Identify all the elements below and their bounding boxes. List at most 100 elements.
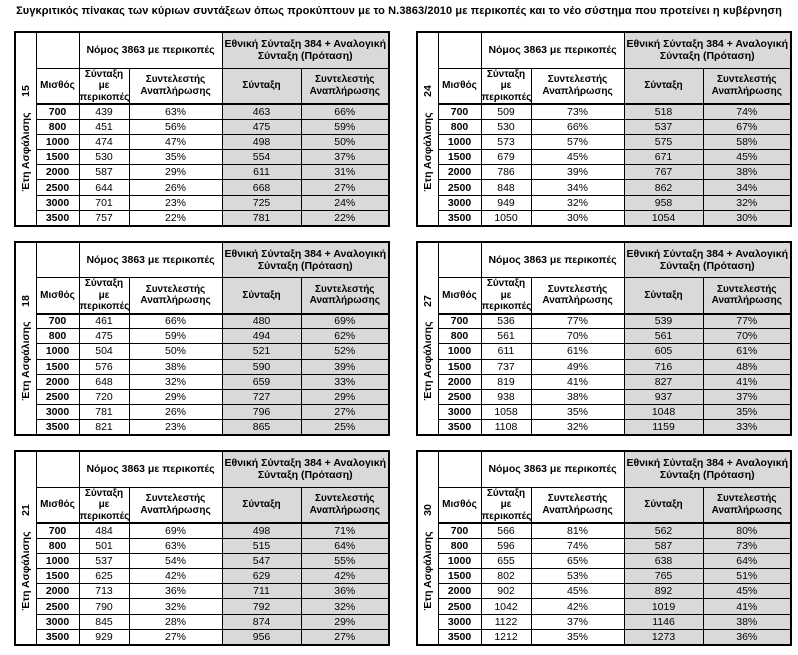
replacement-rate-cell: 50% xyxy=(128,343,223,360)
proposal-replacement-rate-cell: 33% xyxy=(300,373,390,390)
salary-cell: 700 xyxy=(35,522,80,539)
proposal-pension-cell: 518 xyxy=(623,103,704,120)
proposal-replacement-rate-cell: 77% xyxy=(702,312,792,330)
proposal-pension-cell: 494 xyxy=(221,328,302,345)
data-row: 1500 679 45% 671 45% xyxy=(417,149,792,166)
proposal-replacement-rate-cell: 33% xyxy=(702,419,792,436)
proposal-pension-cell: 475 xyxy=(221,118,302,135)
data-row: 700 484 69% 498 71% xyxy=(15,522,390,539)
proposal-replacement-rate-cell: 51% xyxy=(702,568,792,585)
pension-with-cuts-cell: 566 xyxy=(480,522,532,539)
pension-with-cuts-cell: 1122 xyxy=(480,613,532,630)
pension-with-cuts-cell: 475 xyxy=(78,328,130,345)
salary-cell: 1500 xyxy=(437,149,482,166)
column-header-row: Μισθός Σύνταξη με περικοπές Συντελεστής … xyxy=(417,67,792,105)
pension-with-cuts-cell: 530 xyxy=(78,149,130,166)
proposal-pension-cell: 792 xyxy=(221,598,302,615)
proposal-pension-cell: 463 xyxy=(221,103,302,120)
proposal-replacement-rate-cell: 52% xyxy=(300,343,390,360)
replacement-rate-cell: 36% xyxy=(128,583,223,600)
data-row: 3000 949 32% 958 32% xyxy=(417,194,792,211)
pension-with-cuts-cell: 1050 xyxy=(480,209,532,227)
proposal-replacement-rate-column-header: Συντελεστής Αναπλήρωσης xyxy=(702,486,792,524)
salary-cell: 2500 xyxy=(35,598,80,615)
replacement-rate-cell: 54% xyxy=(128,552,223,570)
years-of-insurance-cell: 15 Έτη Ασφάλισης xyxy=(14,31,37,226)
pension-with-cuts-cell: 902 xyxy=(480,583,532,600)
proposal-replacement-rate-cell: 24% xyxy=(300,194,390,211)
empty-corner-cell xyxy=(35,31,80,69)
proposal-replacement-rate-cell: 36% xyxy=(300,583,390,600)
years-of-insurance-label: Έτη Ασφάλισης xyxy=(421,321,434,401)
proposal-replacement-rate-cell: 66% xyxy=(300,103,390,120)
data-row: 3500 1108 32% 1159 33% xyxy=(417,419,792,436)
years-of-insurance-cell: 24 Έτη Ασφάλισης xyxy=(416,31,439,226)
proposal-replacement-rate-column-header: Συντελεστής Αναπλήρωσης xyxy=(300,277,390,315)
years-of-insurance-value: 18 xyxy=(19,294,32,307)
pension-with-cuts-column-header: Σύνταξη με περικοπές xyxy=(78,277,130,315)
pension-with-cuts-cell: 848 xyxy=(480,179,532,196)
proposal-pension-cell: 1019 xyxy=(623,598,704,615)
years-of-insurance-value: 24 xyxy=(421,85,434,97)
salary-cell: 3000 xyxy=(35,404,80,421)
years-of-insurance-value: 15 xyxy=(19,85,32,97)
pension-with-cuts-cell: 501 xyxy=(78,537,130,554)
proposal-replacement-rate-cell: 35% xyxy=(702,404,792,421)
data-row: 3000 701 23% 725 24% xyxy=(15,194,390,211)
salary-cell: 2500 xyxy=(437,179,482,196)
proposal-pension-cell: 605 xyxy=(623,343,704,360)
data-row: 1500 530 35% 554 37% xyxy=(15,149,390,166)
replacement-rate-cell: 61% xyxy=(530,343,625,360)
salary-cell: 1500 xyxy=(35,568,80,585)
pension-with-cuts-cell: 737 xyxy=(480,358,532,375)
proposal-replacement-rate-cell: 41% xyxy=(702,598,792,615)
proposal-replacement-rate-cell: 45% xyxy=(702,149,792,166)
years-of-insurance-cell: 18 Έτη Ασφάλισης xyxy=(14,241,37,436)
proposal-pension-cell: 521 xyxy=(221,343,302,360)
proposal-replacement-rate-cell: 31% xyxy=(300,164,390,181)
salary-cell: 1000 xyxy=(35,343,80,360)
law-3863-group-header: Νόμος 3863 με περικοπές xyxy=(480,241,625,278)
salary-cell: 2000 xyxy=(437,373,482,390)
replacement-rate-cell: 77% xyxy=(530,312,625,330)
salary-cell: 800 xyxy=(437,118,482,135)
proposal-pension-cell: 956 xyxy=(221,628,302,646)
proposal-pension-column-header: Σύνταξη xyxy=(623,67,704,105)
pension-comparison-table: 27 Έτη Ασφάλισης Νόμος 3863 με περικοπές… xyxy=(416,240,793,436)
replacement-rate-cell: 28% xyxy=(128,613,223,630)
law-3863-group-header: Νόμος 3863 με περικοπές xyxy=(78,450,223,488)
replacement-rate-cell: 22% xyxy=(128,209,223,227)
replacement-rate-cell: 30% xyxy=(530,209,625,227)
replacement-rate-cell: 26% xyxy=(128,404,223,421)
law-3863-group-header: Νόμος 3863 με περικοπές xyxy=(78,31,223,69)
proposal-replacement-rate-column-header: Συντελεστής Αναπλήρωσης xyxy=(702,277,792,315)
proposal-pension-cell: 537 xyxy=(623,118,704,135)
proposal-replacement-rate-column-header: Συντελεστής Αναπλήρωσης xyxy=(300,486,390,524)
pension-with-cuts-cell: 439 xyxy=(78,103,130,120)
national-pension-group-header: Εθνική Σύνταξη 384 + Αναλογική Σύνταξη (… xyxy=(623,241,792,278)
proposal-replacement-rate-cell: 38% xyxy=(702,613,792,630)
replacement-rate-cell: 63% xyxy=(128,537,223,554)
proposal-replacement-rate-cell: 80% xyxy=(702,522,792,539)
pension-with-cuts-cell: 757 xyxy=(78,209,130,227)
years-of-insurance-cell: 30 Έτη Ασφάλισης xyxy=(416,450,439,645)
proposal-pension-cell: 1159 xyxy=(623,419,704,436)
data-row: 3000 1122 37% 1146 38% xyxy=(417,613,792,630)
replacement-rate-column-header: Συντελεστής Αναπλήρωσης xyxy=(128,486,223,524)
column-header-row: Μισθός Σύνταξη με περικοπές Συντελεστής … xyxy=(15,67,390,105)
salary-cell: 800 xyxy=(35,118,80,135)
replacement-rate-cell: 23% xyxy=(128,419,223,436)
pension-with-cuts-cell: 786 xyxy=(480,164,532,181)
salary-cell: 1000 xyxy=(437,343,482,360)
data-row: 1000 537 54% 547 55% xyxy=(15,552,390,570)
proposal-pension-cell: 561 xyxy=(623,328,704,345)
proposal-replacement-rate-cell: 25% xyxy=(300,419,390,436)
replacement-rate-cell: 59% xyxy=(128,328,223,345)
pension-with-cuts-column-header: Σύνταξη με περικοπές xyxy=(480,67,532,105)
replacement-rate-cell: 69% xyxy=(128,522,223,539)
years-of-insurance-label: Έτη Ασφάλισης xyxy=(19,321,32,401)
proposal-pension-column-header: Σύνταξη xyxy=(221,277,302,315)
proposal-pension-cell: 781 xyxy=(221,209,302,227)
replacement-rate-cell: 49% xyxy=(530,358,625,375)
data-row: 700 439 63% 463 66% xyxy=(15,103,390,120)
